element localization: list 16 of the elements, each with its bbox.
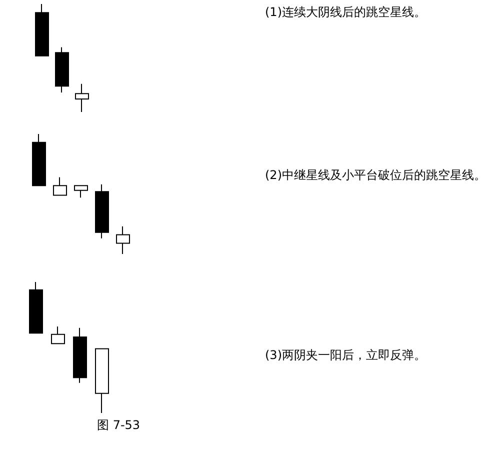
candlestick	[75, 83, 89, 112]
candlestick	[116, 226, 130, 254]
text: (1)连续大阴线后的跳空星线。	[265, 5, 426, 19]
candlestick	[51, 326, 65, 344]
candlestick	[55, 46, 69, 94]
text: (2)中继星线及小平台破位后的跳空星线。	[265, 168, 486, 182]
candlestick	[32, 134, 46, 186]
text: (3)两阴夹一阳后，立即反弹。	[265, 348, 426, 362]
candlestick	[53, 176, 67, 196]
candlestick	[95, 348, 109, 414]
candlestick	[35, 4, 49, 56]
candlestick	[95, 184, 109, 239]
caption: 图 7-53	[97, 418, 140, 432]
candlestick	[74, 185, 88, 198]
candlestick	[29, 282, 43, 334]
candlestick	[73, 327, 87, 384]
